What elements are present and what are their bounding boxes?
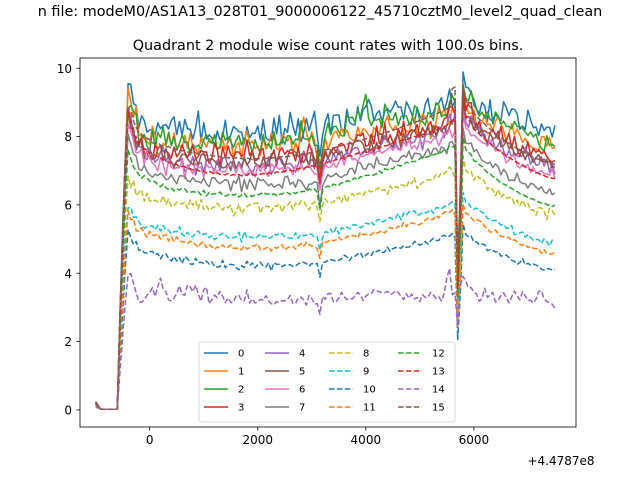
legend-label-12: 12 [432,349,445,360]
legend-label-11: 11 [363,403,376,414]
legend-label-5: 5 [299,367,305,378]
series-line-15 [95,84,556,410]
series-line-8 [95,155,556,410]
plot-frame [79,57,577,428]
legend-label-0: 0 [238,349,244,360]
legend-label-14: 14 [432,385,445,396]
legend-label-9: 9 [363,367,369,378]
series-line-2 [95,83,556,410]
y-tick-label: 4 [64,267,72,281]
legend-label-15: 15 [432,403,445,414]
legend-label-7: 7 [299,403,305,414]
y-tick-label: 0 [64,403,72,417]
series-line-10 [95,222,556,410]
series-line-5 [95,96,556,410]
legend-label-6: 6 [299,385,305,396]
y-tick-label: 10 [57,62,72,76]
legend-label-8: 8 [363,349,369,360]
y-tick-label: 2 [64,335,72,349]
series-lines [95,71,556,410]
legend-label-13: 13 [432,367,445,378]
series-line-7 [95,127,556,410]
legend-label-2: 2 [238,385,244,396]
y-tick-label: 6 [64,198,72,212]
legend-label-10: 10 [363,385,376,396]
series-line-12 [95,136,556,410]
legend-frame [198,341,456,423]
figure-suptitle: n file: modeM0/AS1A13_028T01_9000006122_… [38,4,603,20]
y-tick-label: 8 [64,130,72,144]
x-axis-offset-label: +4.4787e8 [527,454,594,468]
x-tick-label: 0 [146,433,154,447]
legend-label-3: 3 [238,403,244,414]
y-axis-ticks: 0 2 4 6 8 10 [57,62,80,417]
series-line-14 [95,267,556,410]
x-tick-label: 2000 [242,433,273,447]
chart-title: Quadrant 2 module wise count rates with … [133,38,524,54]
legend-label-1: 1 [238,367,244,378]
series-line-6 [95,112,556,410]
legend-label-4: 4 [299,349,305,360]
x-axis-ticks: 0 2000 4000 6000 [146,427,489,447]
series-line-13 [95,101,556,410]
series-line-11 [95,203,556,410]
series-line-9 [95,191,556,410]
x-tick-label: 4000 [351,433,382,447]
x-tick-label: 6000 [459,433,490,447]
